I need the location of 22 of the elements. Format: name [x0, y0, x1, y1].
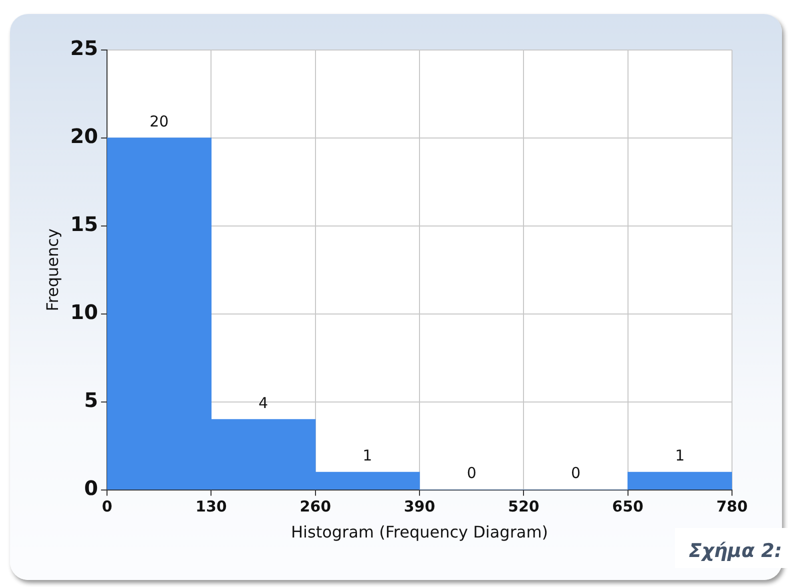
- data-label: 1: [675, 446, 685, 465]
- data-label: 20: [150, 112, 169, 130]
- text: Σχήμα 2:: [688, 540, 782, 562]
- y-axis-title: Frequency: [42, 228, 62, 312]
- y-tick-label: 10: [70, 300, 98, 324]
- x-tick-label: 390: [404, 498, 436, 516]
- data-label: 0: [466, 464, 476, 482]
- data-label: 4: [258, 394, 268, 412]
- x-tick-label: 650: [612, 498, 644, 516]
- y-tick-label: 25: [70, 36, 98, 60]
- y-tick-label: 0: [84, 476, 98, 500]
- data-label: 0: [570, 464, 581, 482]
- x-axis-title: Histogram (Frequency Diagram): [291, 522, 548, 542]
- y-tick-label: 15: [70, 212, 98, 236]
- x-tick-label: 520: [508, 498, 540, 516]
- y-tick-label: 20: [70, 124, 98, 148]
- x-tick-label: 130: [196, 498, 227, 516]
- x-tick-label: 0: [102, 498, 112, 516]
- y-tick-label: 5: [84, 388, 98, 412]
- data-label: 1: [362, 446, 372, 465]
- x-tick-label: 780: [716, 498, 748, 516]
- x-tick-label: 260: [300, 498, 332, 516]
